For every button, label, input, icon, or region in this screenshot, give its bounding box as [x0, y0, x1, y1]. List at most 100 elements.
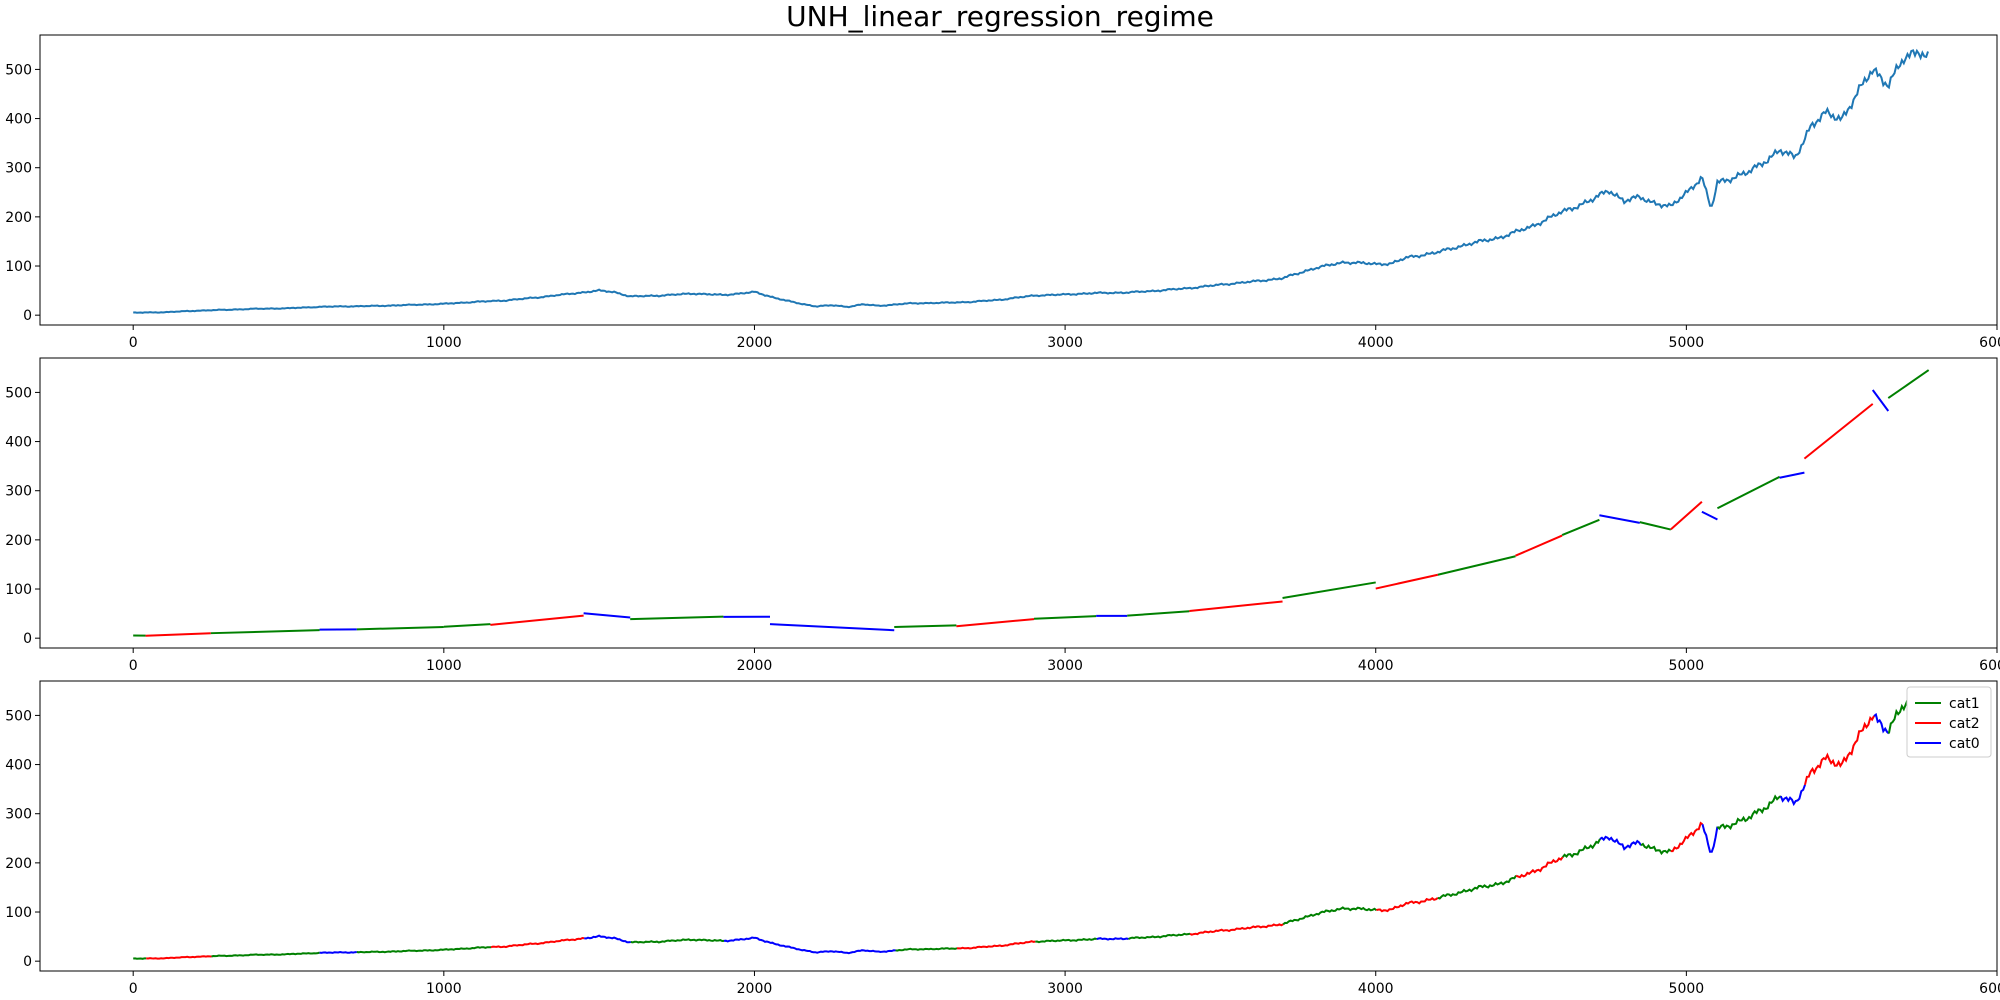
regime-segment-cat1 — [1282, 906, 1377, 926]
regression-segment-cat2 — [145, 632, 211, 637]
regression-segment-cat1 — [356, 625, 444, 631]
regression-segment-cat0 — [1599, 514, 1640, 524]
regression-segment-cat0 — [1871, 389, 1890, 412]
panel-price-regime: 0 1000 2000 3000 4000 5000 6000 0 100 200 300 400 50… — [5, 680, 2000, 997]
regression-segment-cat1 — [1033, 615, 1097, 620]
regression-segment-cat0 — [1701, 510, 1718, 521]
regime-segment-cat2 — [1804, 715, 1875, 786]
legend-label-cat2: cat2 — [1949, 716, 1980, 732]
regression-segment-cat0 — [769, 623, 895, 632]
regime-segment-cat1 — [1035, 937, 1098, 944]
regime-segment-cat1 — [1128, 932, 1191, 940]
regime-segment-cat1 — [630, 938, 725, 944]
axes-frame — [39, 34, 1998, 326]
regime-segment-cat2 — [1376, 896, 1439, 913]
y-tick-label: 0 — [23, 308, 32, 324]
x-tick-label: 6000 — [1979, 981, 2000, 997]
y-tick-label: 200 — [5, 533, 32, 549]
regression-segment-cat1 — [1639, 521, 1672, 531]
regression-segment-cat2 — [1189, 600, 1283, 613]
y-tick-label: 400 — [5, 758, 32, 774]
regime-segment-cat0 — [723, 936, 896, 955]
legend-box — [1906, 686, 1992, 758]
regression-segment-cat1 — [1716, 475, 1781, 510]
legend-label-cat0: cat0 — [1949, 736, 1980, 752]
x-tick-label: 0 — [129, 981, 138, 997]
y-tick-label: 200 — [5, 856, 32, 872]
regression-segment-cat1 — [1127, 610, 1190, 617]
regression-segment-cat1 — [210, 629, 320, 635]
y-tick-label: 500 — [5, 385, 32, 401]
regime-segment-cat0 — [1701, 824, 1719, 853]
x-tick-label: 1000 — [426, 335, 462, 351]
regime-segment-cat2 — [1189, 923, 1284, 936]
regression-segment-cat1 — [1437, 555, 1516, 576]
x-tick-label: 5000 — [1669, 335, 1705, 351]
x-tick-label: 4000 — [1358, 658, 1394, 674]
x-tick-label: 4000 — [1358, 981, 1394, 997]
x-tick-label: 4000 — [1358, 335, 1394, 351]
regime-segment-cat1 — [1561, 838, 1601, 859]
regression-segment-cat2 — [1803, 403, 1874, 460]
regime-segment-cat2 — [1515, 856, 1564, 879]
regime-segment-cat1 — [895, 947, 958, 952]
regime-segment-cat0 — [1599, 835, 1642, 851]
y-tick-label: 500 — [5, 708, 32, 724]
regression-segment-cat1 — [1561, 518, 1600, 537]
regression-segment-cat0 — [583, 612, 631, 619]
regime-segment-cat0 — [1096, 937, 1129, 941]
x-tick-label: 3000 — [1047, 981, 1083, 997]
x-tick-label: 3000 — [1047, 335, 1083, 351]
y-tick-label: 100 — [5, 905, 32, 921]
panel-price: 0 1000 2000 3000 4000 5000 6000 0 100 200 300 400 50… — [5, 34, 2000, 351]
chart-title: UNH_linear_regression_regime — [786, 0, 1214, 33]
panel-regression-regime: 0 1000 2000 3000 4000 5000 6000 0 100 200 300 400 50… — [5, 357, 2000, 674]
x-tick-label: 1000 — [426, 981, 462, 997]
regime-segment-cat1 — [1437, 875, 1517, 900]
regime-segment-cat0 — [1779, 784, 1806, 807]
regime-segment-cat0 — [584, 934, 631, 944]
x-tick-label: 6000 — [1979, 658, 2000, 674]
x-tick-label: 6000 — [1979, 335, 2000, 351]
x-tick-label: 5000 — [1669, 658, 1705, 674]
y-tick-label: 200 — [5, 210, 32, 226]
regime-segment-cat2 — [956, 940, 1036, 950]
legend-label-cat1: cat1 — [1949, 696, 1980, 712]
regression-segment-cat1 — [1282, 581, 1376, 599]
regression-segment-cat1 — [443, 623, 491, 628]
y-tick-label: 0 — [23, 954, 32, 970]
price-line — [133, 48, 1929, 314]
regression-segment-cat1 — [894, 624, 957, 629]
regime-segment-cat1 — [356, 946, 492, 954]
x-tick-label: 3000 — [1047, 658, 1083, 674]
axes-frame — [39, 357, 1998, 649]
y-tick-label: 500 — [5, 62, 32, 78]
regression-segment-cat2 — [1375, 573, 1439, 590]
regression-segment-cat2 — [1515, 534, 1563, 557]
y-tick-label: 400 — [5, 435, 32, 451]
regression-segment-cat0 — [1779, 471, 1805, 479]
regime-segment-cat2 — [146, 955, 212, 960]
regression-segment-cat2 — [1670, 501, 1703, 531]
regression-segment-cat1 — [1887, 369, 1930, 399]
x-tick-label: 2000 — [737, 658, 773, 674]
y-tick-label: 300 — [5, 161, 32, 177]
y-tick-label: 100 — [5, 259, 32, 275]
x-tick-label: 5000 — [1669, 981, 1705, 997]
regression-segment-cat2 — [956, 618, 1035, 628]
x-tick-label: 0 — [129, 658, 138, 674]
x-tick-label: 2000 — [737, 335, 773, 351]
regime-segment-cat1 — [1716, 794, 1782, 831]
regression-segment-cat1 — [630, 615, 724, 621]
regime-segment-cat0 — [319, 950, 357, 954]
axes-frame — [39, 680, 1998, 972]
y-tick-label: 300 — [5, 484, 32, 500]
y-tick-label: 0 — [23, 631, 32, 647]
x-tick-label: 0 — [129, 335, 138, 351]
y-tick-label: 100 — [5, 582, 32, 598]
x-tick-label: 2000 — [737, 981, 773, 997]
regime-segment-cat1 — [211, 951, 320, 958]
x-tick-label: 1000 — [426, 658, 462, 674]
regime-segment-cat0 — [1873, 712, 1890, 735]
